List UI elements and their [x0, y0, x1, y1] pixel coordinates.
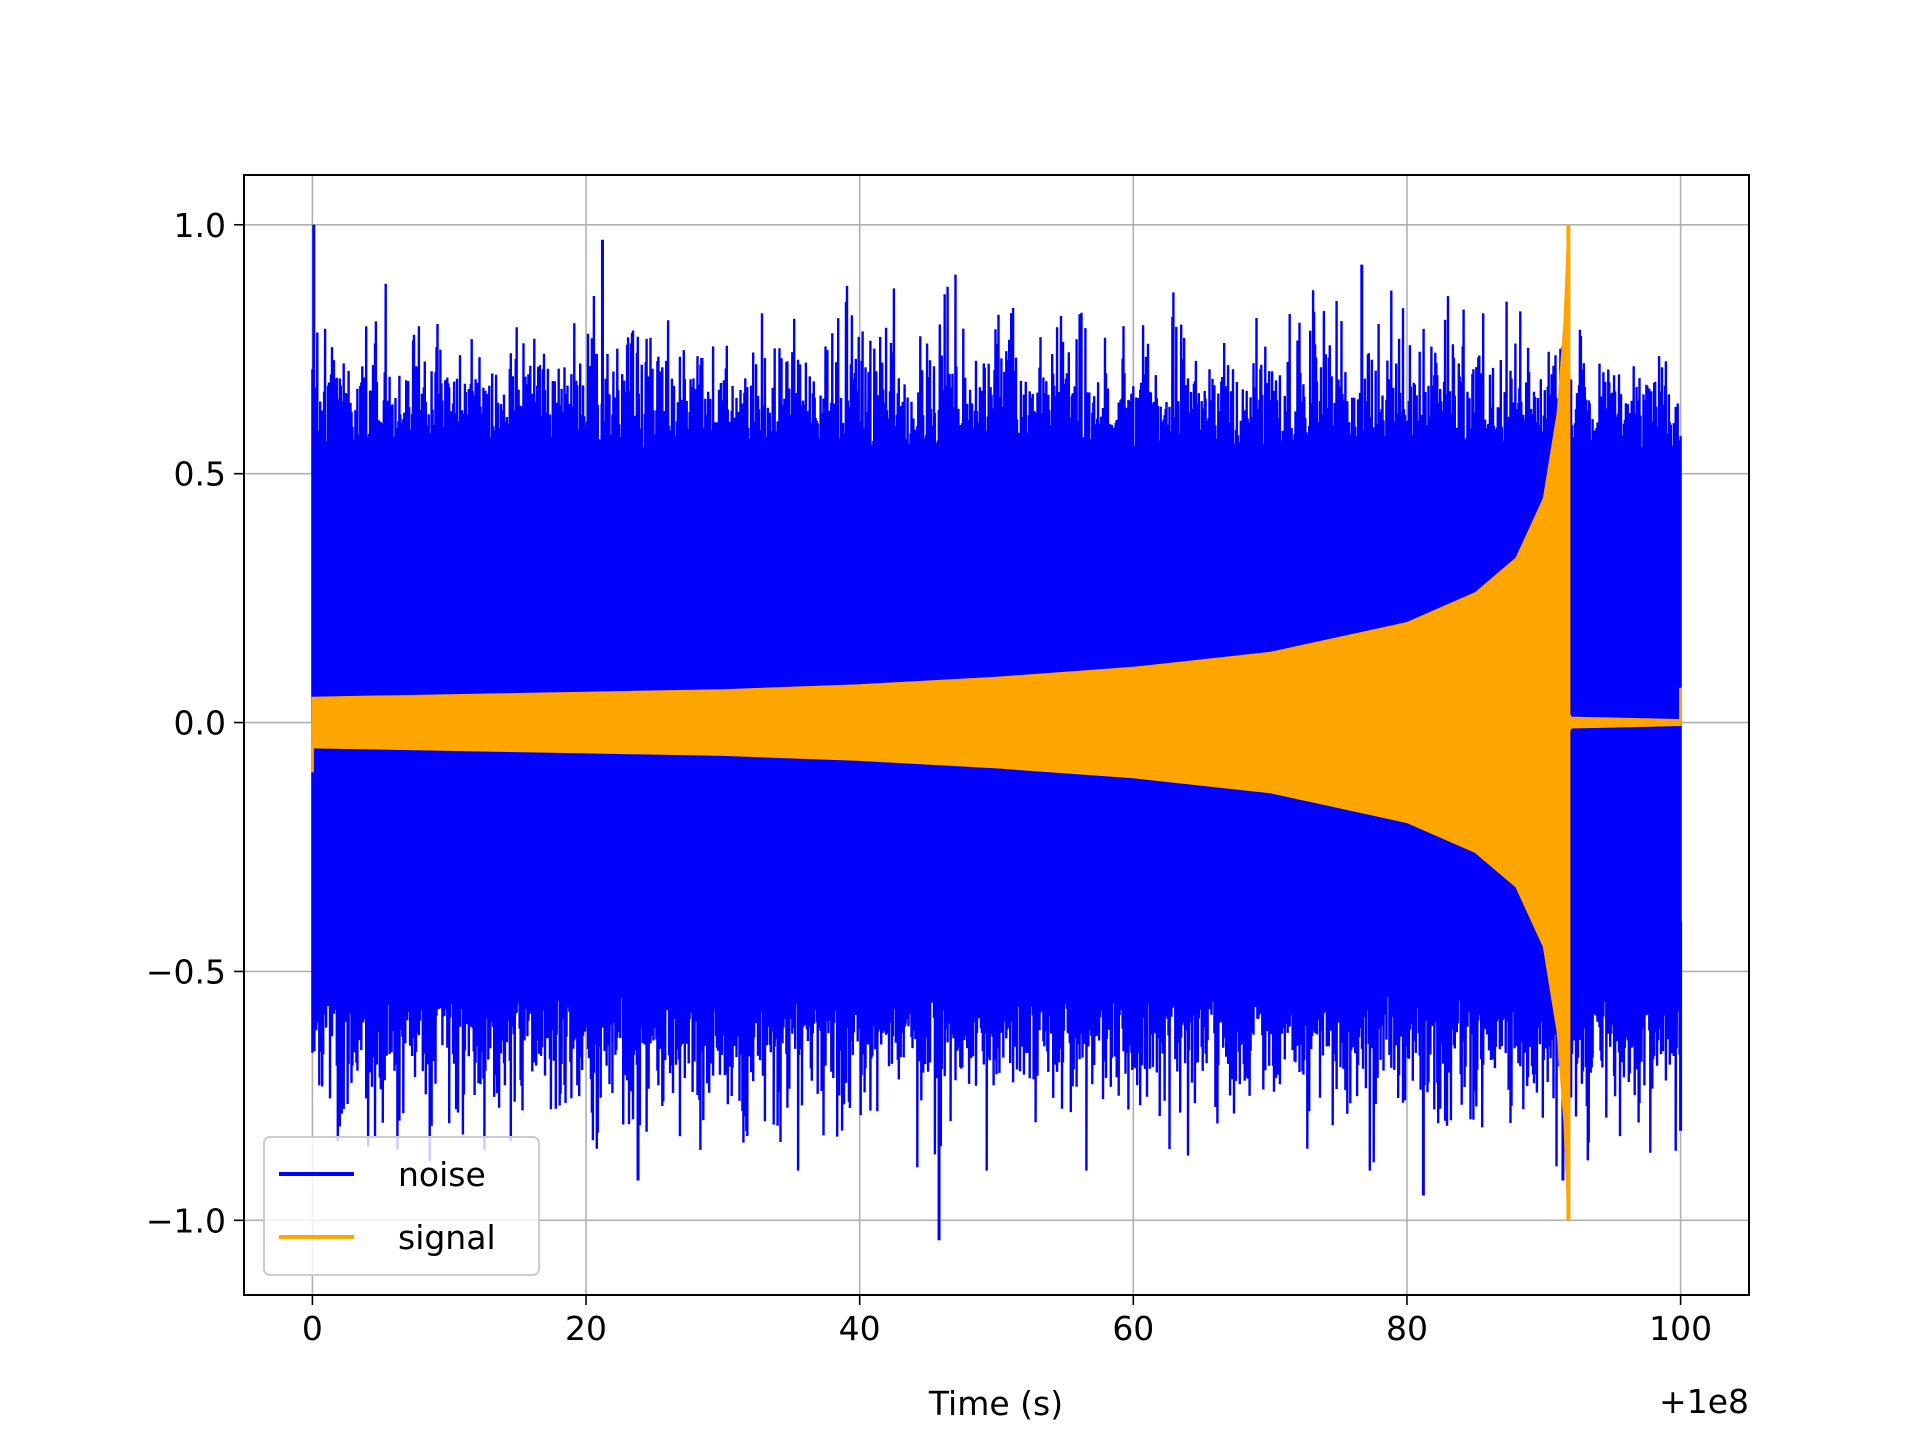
legend-box	[263, 1136, 540, 1276]
x-offset-label: +1e8	[1659, 1382, 1749, 1421]
y-tick-label: 0.0	[174, 704, 226, 743]
y-tick-label: −0.5	[146, 952, 226, 991]
x-tick-label: 100	[1649, 1309, 1712, 1348]
ticks: 0 20 40 60 80 100 −1.0 −0.5 0.0 0.5 1.0	[146, 206, 1712, 1348]
legend: noise signal	[263, 1136, 540, 1276]
x-tick-label: 20	[565, 1309, 607, 1348]
plot-content	[310, 224, 1683, 1241]
y-tick-label: 1.0	[174, 206, 226, 245]
series-signal	[310, 224, 1683, 1221]
x-tick-label: 40	[839, 1309, 881, 1348]
y-tick-label: −1.0	[146, 1201, 226, 1240]
y-tick-label: 0.5	[174, 455, 226, 494]
x-axis-label: Time (s)	[928, 1384, 1063, 1423]
x-tick-label: 60	[1112, 1309, 1154, 1348]
legend-label-noise: noise	[398, 1155, 486, 1194]
x-tick-label: 80	[1386, 1309, 1428, 1348]
legend-label-signal: signal	[398, 1218, 496, 1257]
x-tick-label: 0	[302, 1309, 323, 1348]
axes-frame	[243, 174, 1750, 1296]
signal-ringdown	[1567, 712, 1682, 733]
